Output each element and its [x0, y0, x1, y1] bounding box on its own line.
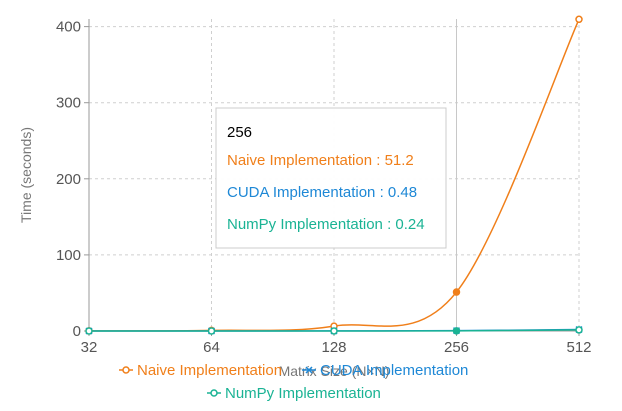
legend[interactable]: Naive Implementation CUDA Implementation N… [119, 362, 468, 402]
tooltip-box [215, 107, 447, 249]
x-tick-label: 256 [444, 339, 469, 356]
legend-label: Naive Implementation [137, 362, 282, 379]
data-point [452, 288, 461, 296]
data-point [330, 327, 338, 335]
data-point [207, 327, 216, 335]
x-tick-label: 512 [566, 339, 591, 356]
tooltip-title: 256 [227, 124, 252, 141]
data-point [575, 326, 583, 334]
legend-label: NumPy Implementation [225, 385, 381, 402]
x-tick-label: 64 [203, 339, 220, 356]
legend-item-0[interactable]: Naive Implementation [119, 362, 282, 379]
x-tick-label: 128 [321, 339, 346, 356]
data-point [452, 327, 461, 335]
legend-label: CUDA Implementation [320, 362, 468, 379]
y-tick-label: 0 [73, 323, 81, 340]
data-point [85, 327, 93, 335]
x-tick-label: 32 [81, 339, 98, 356]
legend-swatch-marker [305, 366, 313, 374]
legend-item-2[interactable]: NumPy Implementation [207, 385, 381, 402]
series-markers [85, 15, 583, 335]
legend-item-1[interactable]: CUDA Implementation [302, 362, 468, 379]
tooltip-line-1: CUDA Implementation : 0.48 [227, 184, 417, 201]
y-axis-title: Time (seconds) [18, 127, 34, 223]
tooltip-line-0: Naive Implementation : 51.2 [227, 152, 414, 169]
legend-swatch-marker [210, 389, 218, 397]
y-tick-label: 300 [56, 95, 81, 112]
y-tick-label: 400 [56, 19, 81, 36]
tooltip: 256 Naive Implementation : 51.2 CUDA Imple… [215, 107, 447, 249]
axes: 0 100 200 300 400 32 64 128 256 512 Time (seconds)… [18, 19, 592, 379]
data-point [575, 15, 583, 24]
tooltip-line-2: NumPy Implementation : 0.24 [227, 216, 425, 233]
legend-swatch-marker [122, 366, 130, 374]
y-tick-label: 200 [56, 171, 81, 188]
y-tick-label: 100 [56, 247, 81, 264]
